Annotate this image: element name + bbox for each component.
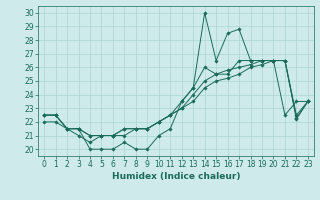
X-axis label: Humidex (Indice chaleur): Humidex (Indice chaleur): [112, 172, 240, 181]
